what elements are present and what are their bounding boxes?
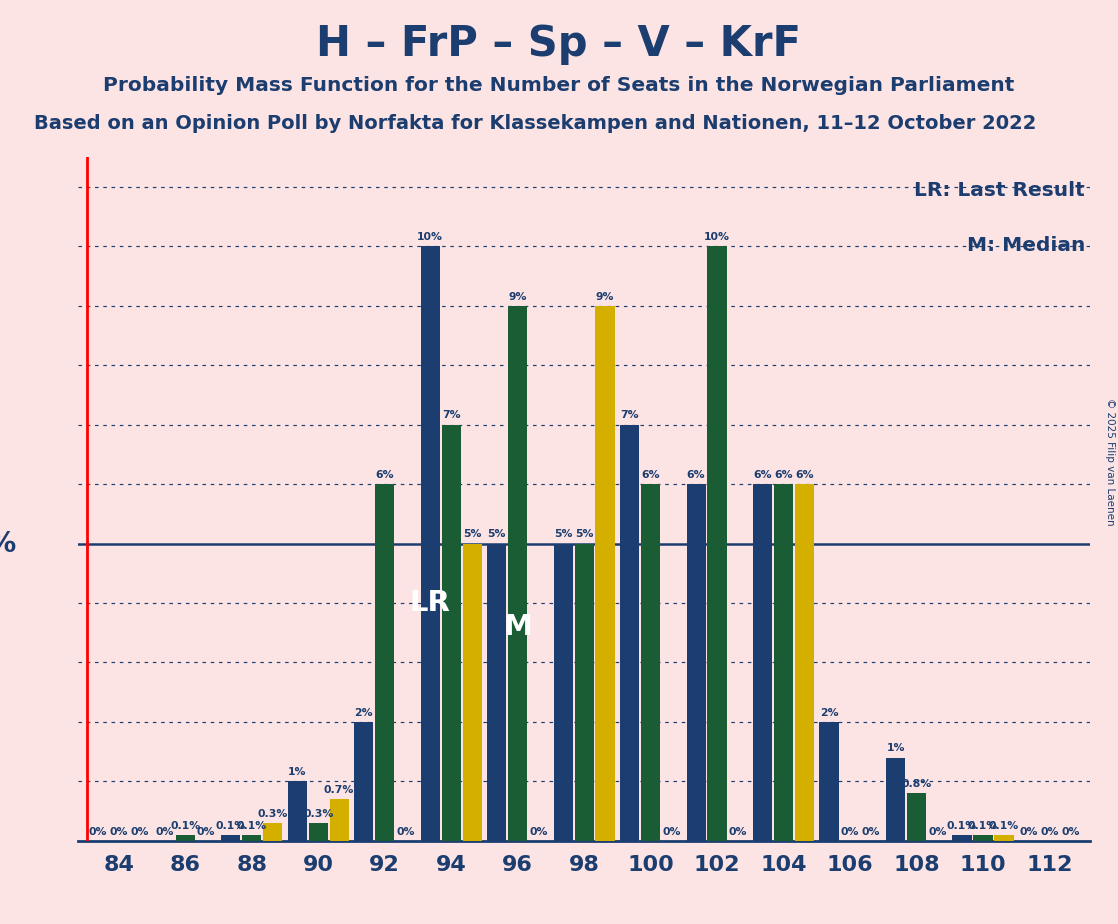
Text: 0.1%: 0.1% bbox=[216, 821, 246, 831]
Bar bbox=[774, 484, 794, 841]
Text: 0%: 0% bbox=[197, 827, 216, 836]
Text: 5%: 5% bbox=[0, 529, 18, 557]
Bar bbox=[287, 782, 307, 841]
Text: 6%: 6% bbox=[686, 470, 705, 480]
Bar bbox=[420, 247, 439, 841]
Bar bbox=[176, 835, 195, 841]
Text: 5%: 5% bbox=[487, 529, 506, 540]
Text: 0.1%: 0.1% bbox=[170, 821, 200, 831]
Bar bbox=[463, 543, 482, 841]
Text: 0%: 0% bbox=[1020, 827, 1038, 836]
Text: M: M bbox=[503, 613, 532, 640]
Text: 0.1%: 0.1% bbox=[988, 821, 1020, 831]
Text: Based on an Opinion Poll by Norfakta for Klassekampen and Nationen, 11–12 Octobe: Based on an Opinion Poll by Norfakta for… bbox=[34, 114, 1036, 133]
Text: 5%: 5% bbox=[553, 529, 572, 540]
Bar bbox=[641, 484, 661, 841]
Bar bbox=[819, 722, 838, 841]
Bar bbox=[953, 835, 972, 841]
Bar bbox=[708, 247, 727, 841]
Text: 0%: 0% bbox=[155, 827, 173, 836]
Text: 9%: 9% bbox=[509, 292, 527, 301]
Bar bbox=[442, 425, 461, 841]
Bar bbox=[620, 425, 639, 841]
Bar bbox=[263, 823, 283, 841]
Text: 0%: 0% bbox=[662, 827, 681, 836]
Text: 2%: 2% bbox=[819, 708, 838, 718]
Text: 5%: 5% bbox=[463, 529, 482, 540]
Text: 0.1%: 0.1% bbox=[237, 821, 267, 831]
Text: M: Median: M: Median bbox=[967, 236, 1084, 255]
Text: 6%: 6% bbox=[795, 470, 814, 480]
Text: 0%: 0% bbox=[397, 827, 415, 836]
Text: 0%: 0% bbox=[1040, 827, 1059, 836]
Text: 1%: 1% bbox=[288, 767, 306, 777]
Text: 6%: 6% bbox=[376, 470, 394, 480]
Bar bbox=[686, 484, 705, 841]
Bar bbox=[885, 758, 906, 841]
Text: 10%: 10% bbox=[704, 232, 730, 242]
Bar bbox=[596, 306, 615, 841]
Bar bbox=[508, 306, 528, 841]
Text: 0.8%: 0.8% bbox=[901, 779, 931, 789]
Text: © 2025 Filip van Laenen: © 2025 Filip van Laenen bbox=[1106, 398, 1115, 526]
Text: 0%: 0% bbox=[928, 827, 947, 836]
Text: 0%: 0% bbox=[529, 827, 548, 836]
Bar bbox=[974, 835, 993, 841]
Text: 0%: 0% bbox=[862, 827, 880, 836]
Text: 6%: 6% bbox=[642, 470, 660, 480]
Text: H – FrP – Sp – V – KrF: H – FrP – Sp – V – KrF bbox=[316, 23, 802, 65]
Bar bbox=[553, 543, 572, 841]
Text: 0.1%: 0.1% bbox=[968, 821, 998, 831]
Text: 7%: 7% bbox=[442, 410, 461, 420]
Text: 0%: 0% bbox=[131, 827, 149, 836]
Text: 0.3%: 0.3% bbox=[303, 808, 333, 819]
Text: 0.3%: 0.3% bbox=[257, 808, 288, 819]
Text: 7%: 7% bbox=[620, 410, 639, 420]
Bar bbox=[795, 484, 814, 841]
Bar bbox=[487, 543, 506, 841]
Bar bbox=[907, 794, 926, 841]
Bar bbox=[375, 484, 395, 841]
Text: 10%: 10% bbox=[417, 232, 443, 242]
Text: 1%: 1% bbox=[887, 744, 904, 753]
Bar bbox=[575, 543, 594, 841]
Text: 0%: 0% bbox=[729, 827, 747, 836]
Bar bbox=[309, 823, 328, 841]
Bar bbox=[994, 835, 1014, 841]
Bar bbox=[330, 799, 349, 841]
Text: 0.1%: 0.1% bbox=[947, 821, 977, 831]
Text: 2%: 2% bbox=[354, 708, 373, 718]
Text: 0%: 0% bbox=[841, 827, 860, 836]
Text: 0%: 0% bbox=[88, 827, 107, 836]
Bar bbox=[354, 722, 373, 841]
Text: 0%: 0% bbox=[1061, 827, 1080, 836]
Bar bbox=[221, 835, 240, 841]
Text: 6%: 6% bbox=[775, 470, 793, 480]
Text: 0.7%: 0.7% bbox=[324, 785, 354, 795]
Text: 0%: 0% bbox=[110, 827, 129, 836]
Text: LR: Last Result: LR: Last Result bbox=[915, 181, 1084, 200]
Bar bbox=[754, 484, 773, 841]
Text: Probability Mass Function for the Number of Seats in the Norwegian Parliament: Probability Mass Function for the Number… bbox=[103, 76, 1015, 95]
Bar bbox=[243, 835, 262, 841]
Text: LR: LR bbox=[410, 589, 451, 617]
Text: 6%: 6% bbox=[754, 470, 771, 480]
Text: 5%: 5% bbox=[575, 529, 594, 540]
Text: 9%: 9% bbox=[596, 292, 615, 301]
